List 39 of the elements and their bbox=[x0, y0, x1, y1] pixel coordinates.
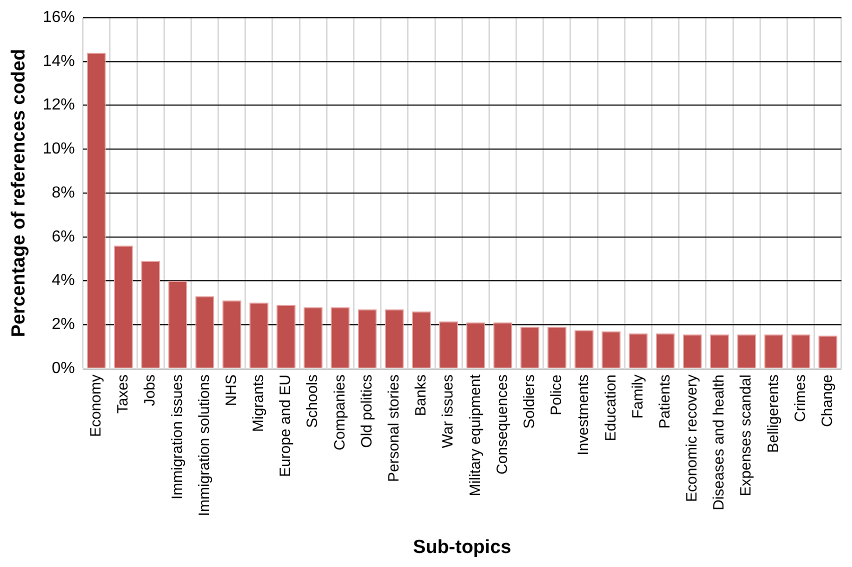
x-tick-label: Consequences bbox=[494, 374, 511, 475]
x-tick-label: Companies bbox=[331, 374, 348, 450]
x-tick-label: Immigration solutions bbox=[196, 374, 213, 516]
y-tick-label: 2% bbox=[52, 316, 75, 334]
x-tick-label: Taxes bbox=[114, 374, 132, 414]
x-tick-label: NHS bbox=[222, 374, 240, 406]
x-tick-label: Economy bbox=[88, 374, 105, 438]
x-tick-label: Immigration issues bbox=[168, 374, 186, 500]
x-tick-label: Banks bbox=[412, 374, 430, 416]
x-tick-label: Personal stories bbox=[386, 374, 403, 482]
y-tick-label: 4% bbox=[52, 272, 75, 290]
x-tick-label: Diseases and health bbox=[710, 374, 728, 510]
x-tick-label: Change bbox=[819, 374, 836, 428]
y-tick-label: 0% bbox=[52, 360, 75, 377]
x-tick-label: Old politics bbox=[358, 374, 376, 448]
y-tick-label: 10% bbox=[42, 140, 75, 158]
x-tick-label: Military equipment bbox=[466, 374, 484, 496]
x-tick-label: Investments bbox=[575, 374, 592, 456]
x-tick-label: Soldiers bbox=[520, 374, 538, 429]
x-tick-label: Family bbox=[629, 374, 646, 419]
x-tick-label: Police bbox=[548, 374, 566, 416]
y-tick-label: 14% bbox=[42, 52, 75, 70]
x-tick-label: Crimes bbox=[792, 374, 809, 422]
y-tick-label: 8% bbox=[52, 184, 75, 202]
x-tick-label: Jobs bbox=[142, 374, 159, 406]
y-tick-label: 12% bbox=[42, 96, 75, 114]
x-tick-label: War issues bbox=[440, 374, 457, 448]
x-tick-label: Belligerents bbox=[764, 374, 782, 453]
x-tick-label: Expenses scandal bbox=[738, 374, 755, 496]
y-axis-title: Percentage of references coded bbox=[8, 48, 30, 338]
x-tick-label: Europe and EU bbox=[277, 374, 294, 478]
x-tick-label: Schools bbox=[304, 374, 322, 428]
y-tick-label: 16% bbox=[42, 9, 75, 26]
x-tick-label: Patients bbox=[656, 374, 674, 429]
x-axis-title: Sub-topics bbox=[413, 536, 512, 558]
x-tick-label: Economic recovery bbox=[684, 374, 701, 502]
y-tick-label: 6% bbox=[52, 228, 75, 246]
x-tick-label: Migrants bbox=[250, 374, 268, 432]
x-tick-label: Education bbox=[602, 374, 620, 442]
